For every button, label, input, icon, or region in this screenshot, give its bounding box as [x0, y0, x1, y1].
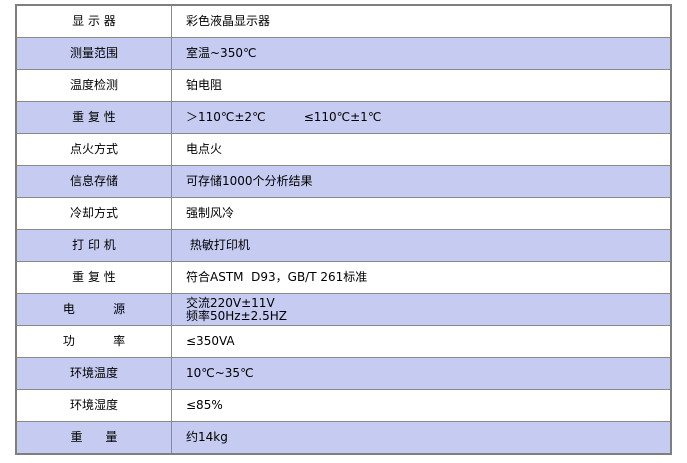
spec-value: 铂电阻	[171, 69, 672, 102]
spec-value: 彩色液晶显示器	[171, 4, 672, 38]
spec-label: 打 印 机	[15, 229, 172, 262]
spec-value: 约14kg	[171, 421, 672, 455]
spec-value: 可存储1000个分析结果	[171, 165, 672, 198]
spec-row: 点火方式 电点火	[15, 133, 672, 166]
spec-value: 室温~350℃	[171, 37, 672, 70]
spec-row: 打 印 机 热敏打印机	[15, 229, 672, 262]
spec-row: 环境湿度 ≤85%	[15, 389, 672, 422]
spec-value: ≤350VA	[171, 325, 672, 358]
spec-value: ≤85%	[171, 389, 672, 422]
spec-label: 环境温度	[15, 357, 172, 390]
spec-label: 重 复 性	[15, 101, 172, 134]
spec-label: 功 率	[15, 325, 172, 358]
spec-row: 环境温度 10℃~35℃	[15, 357, 672, 390]
spec-value: 符合ASTM D93，GB/T 261标准	[171, 261, 672, 294]
spec-label: 环境湿度	[15, 389, 172, 422]
spec-row: 测量范围 室温~350℃	[15, 37, 672, 70]
spec-row: 显 示 器彩色液晶显示器	[15, 4, 672, 38]
spec-label: 电 源	[15, 293, 172, 326]
spec-label: 点火方式	[15, 133, 172, 166]
spec-row: 重 复 性符合ASTM D93，GB/T 261标准	[15, 261, 672, 294]
spec-label: 重 复 性	[15, 261, 172, 294]
spec-row: 信息存储 可存储1000个分析结果	[15, 165, 672, 198]
spec-value: 电点火	[171, 133, 672, 166]
spec-label: 温度检测	[15, 69, 172, 102]
spec-row: 电 源交流220V±11V 频率50Hz±2.5HZ	[15, 293, 672, 326]
spec-label: 测量范围	[15, 37, 172, 70]
spec-row: 重 复 性＞110℃±2℃ ≤110℃±1℃	[15, 101, 672, 134]
spec-label: 重 量	[15, 421, 172, 455]
spec-row: 功 率 ≤350VA	[15, 325, 672, 358]
spec-table: 显 示 器彩色液晶显示器 测量范围 室温~350℃ 温度检测 铂电阻重 复 性＞110℃…	[15, 4, 672, 455]
spec-value: 热敏打印机	[171, 229, 672, 262]
spec-value: ＞110℃±2℃ ≤110℃±1℃	[171, 101, 672, 134]
spec-value: 强制风冷	[171, 197, 672, 230]
spec-row: 重 量约14kg	[15, 421, 672, 455]
spec-row: 冷却方式 强制风冷	[15, 197, 672, 230]
spec-label: 显 示 器	[15, 4, 172, 38]
spec-value: 10℃~35℃	[171, 357, 672, 390]
spec-row: 温度检测 铂电阻	[15, 69, 672, 102]
spec-value: 交流220V±11V 频率50Hz±2.5HZ	[171, 293, 672, 326]
spec-label: 信息存储	[15, 165, 172, 198]
spec-label: 冷却方式	[15, 197, 172, 230]
